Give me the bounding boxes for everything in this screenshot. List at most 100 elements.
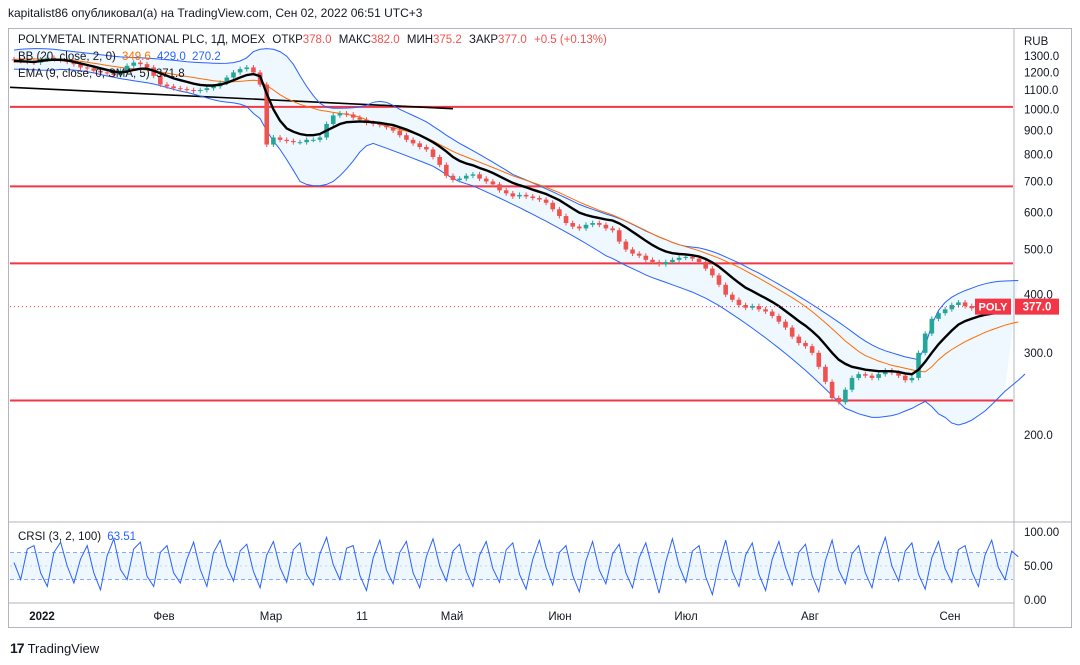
candle-body	[703, 262, 709, 269]
candle-body	[138, 62, 143, 65]
candle-body	[763, 309, 768, 312]
legend-open: 378.0	[302, 34, 332, 46]
time-tick-label: Июл	[674, 611, 697, 623]
candle-body	[84, 67, 90, 69]
time-tick-label: Май	[441, 611, 464, 623]
candle-body	[643, 255, 649, 260]
candle-body	[636, 253, 642, 256]
candle-body	[537, 198, 542, 200]
candle-body	[317, 137, 323, 140]
legend-bb-label: BB (20, close, 2, 0)	[18, 51, 116, 63]
candle-body	[557, 209, 562, 217]
price-tick-label: 200.0	[1024, 430, 1053, 442]
legend-crsi-value: 63.51	[107, 531, 137, 543]
candle-body	[803, 342, 808, 347]
candle-body	[297, 142, 303, 144]
candle-body	[503, 190, 509, 194]
candle-body	[563, 216, 569, 224]
candle-body	[264, 84, 270, 145]
tradingview-logo[interactable]: 17 TradingView	[10, 640, 99, 656]
candle-body	[410, 139, 416, 144]
candle-body	[623, 241, 629, 250]
published-caption: kapitalist86 опубликовал(а) на TradingVi…	[8, 6, 423, 20]
candle-body	[916, 352, 921, 378]
price-tick-label: 1000.0	[1024, 104, 1059, 116]
price-tick-label: 1300.0	[1024, 51, 1059, 63]
candle-body	[463, 175, 469, 179]
bb-lower-line	[13, 68, 1026, 426]
legend-bb-row: BB (20, close, 2, 0) 349.6 429.0 270.2	[18, 51, 221, 63]
candle-body	[796, 336, 802, 343]
ticker-tag	[975, 298, 1011, 315]
candle-body	[849, 377, 855, 390]
candle-body	[104, 72, 110, 74]
candle-body	[856, 374, 861, 378]
candle-body	[350, 114, 356, 118]
price-tick-label: 500.0	[1024, 245, 1053, 257]
candle-body	[191, 90, 196, 92]
tradingview-mark-icon: 17	[10, 640, 25, 656]
time-tick-label: 11	[356, 611, 368, 623]
candle-body	[404, 135, 409, 140]
candle-body	[789, 327, 795, 337]
bb-upper-line	[13, 48, 1019, 361]
tradingview-brand: TradingView	[27, 640, 100, 656]
last-price-label: 377.0	[1023, 302, 1052, 314]
candle-body	[530, 196, 536, 199]
candle-body	[177, 88, 183, 90]
price-tick-label: 600.0	[1024, 208, 1053, 220]
candle-body	[124, 65, 130, 71]
legend-close-label: ЗАКР	[469, 34, 498, 46]
time-tick-label: Мар	[260, 611, 283, 623]
candle-body	[969, 306, 975, 309]
candle-body	[876, 374, 881, 378]
candle-body	[710, 268, 715, 276]
candle-body	[929, 318, 935, 334]
candle-body	[158, 75, 163, 85]
candle-body	[370, 122, 376, 124]
candle-body	[603, 224, 609, 229]
candle-body	[184, 89, 190, 91]
price-tick-label: 1200.0	[1024, 67, 1059, 79]
candle-body	[244, 67, 250, 70]
candle-body	[769, 311, 775, 316]
candle-body	[231, 72, 236, 78]
candle-body	[304, 139, 309, 143]
candle-body	[596, 223, 602, 225]
candle-body	[736, 299, 742, 306]
candle-body	[517, 194, 522, 197]
currency-label: RUB	[1024, 36, 1049, 48]
candle-body	[111, 73, 117, 75]
time-tick-label: 2022	[29, 611, 55, 623]
candle-body	[956, 302, 961, 306]
candle-body	[776, 315, 782, 322]
candle-body	[51, 57, 57, 59]
candle-body	[271, 137, 276, 145]
candle-body	[483, 178, 489, 182]
candle-body	[650, 259, 655, 263]
chart-frame[interactable]	[8, 28, 1072, 628]
legend-symbol: POLYMETAL INTERNATIONAL PLC, 1Д, MOEX	[18, 34, 266, 46]
candle-body	[204, 88, 210, 91]
candle-body	[197, 90, 203, 92]
legend-open-label: ОТКР	[272, 34, 303, 46]
candle-body	[144, 64, 150, 68]
candle-body	[251, 67, 256, 73]
candle-body	[424, 146, 429, 150]
candle-body	[656, 262, 662, 265]
legend-high-label: МАКС	[338, 34, 371, 46]
candle-body	[224, 77, 230, 83]
candle-body	[902, 375, 908, 381]
candle-body	[390, 127, 396, 131]
candle-body	[457, 178, 462, 181]
candle-body	[550, 202, 556, 210]
candle-body	[131, 62, 137, 66]
legend-low: 375.2	[433, 34, 462, 46]
legend-close: 377.0	[498, 34, 527, 46]
time-tick-label: Сен	[939, 611, 960, 623]
candle-body	[843, 389, 848, 403]
candle-body	[330, 115, 336, 124]
legend-crsi-row: CRSI (3, 2, 100) 63.51	[18, 531, 136, 543]
candle-body	[291, 140, 296, 143]
